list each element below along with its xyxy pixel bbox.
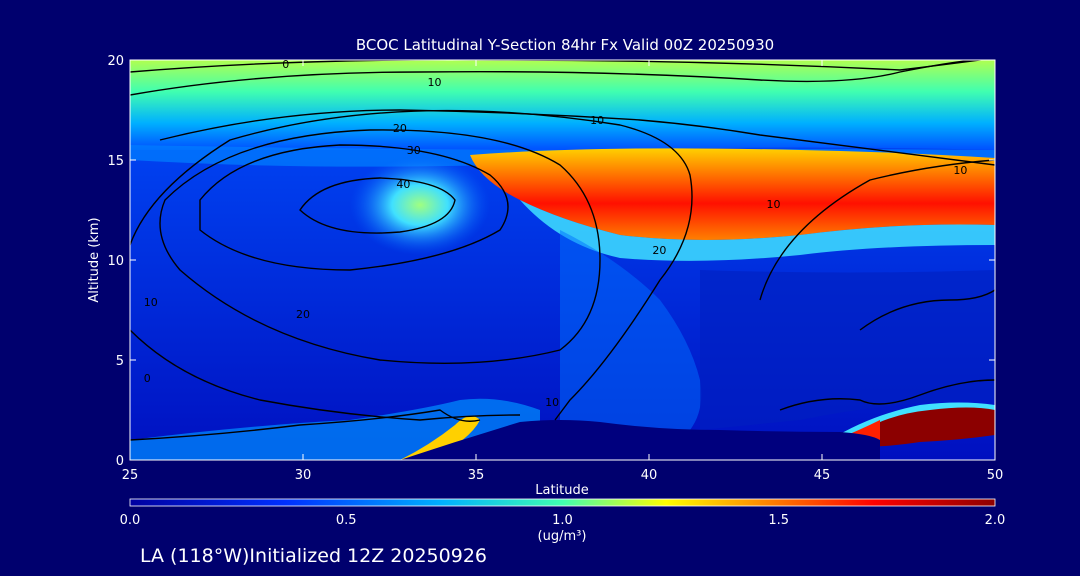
contour-label: 10 bbox=[953, 164, 967, 177]
contour-label: 0 bbox=[144, 372, 151, 385]
x-tick-label: 45 bbox=[814, 468, 831, 483]
contour-label: 10 bbox=[144, 296, 158, 309]
contour-label: 30 bbox=[407, 144, 421, 157]
y-tick-label: 5 bbox=[116, 354, 124, 369]
contour-label: 10 bbox=[767, 198, 781, 211]
colorbar-tick-label: 1.0 bbox=[552, 513, 573, 528]
field-low-dark bbox=[700, 270, 995, 430]
contour-20-lower bbox=[159, 129, 601, 365]
contour-lines bbox=[130, 60, 995, 441]
terrain bbox=[400, 420, 880, 460]
x-axis-label: Latitude bbox=[535, 483, 589, 498]
contour-10-lower bbox=[130, 109, 693, 421]
x-tick-label: 50 bbox=[987, 468, 1004, 483]
x-tick-label: 40 bbox=[641, 468, 658, 483]
x-tick-label: 30 bbox=[295, 468, 312, 483]
y-axis-label: Altitude (km) bbox=[87, 217, 102, 302]
y-tick-label: 0 bbox=[116, 454, 124, 469]
colorbar-ticks: 0.0 0.5 1.0 1.5 2.0 bbox=[120, 513, 1006, 528]
field-band-edge bbox=[520, 200, 995, 261]
contour-label: 20 bbox=[393, 122, 407, 135]
y-tick-label: 10 bbox=[107, 254, 124, 269]
x-tick-label: 35 bbox=[468, 468, 485, 483]
colorbar bbox=[129, 498, 996, 507]
field-low-plume bbox=[400, 416, 480, 460]
contour-low-right bbox=[859, 289, 995, 331]
contour-label: 20 bbox=[652, 244, 666, 257]
field-mid-plume bbox=[560, 230, 702, 430]
y-tick-label: 15 bbox=[107, 154, 124, 169]
contour-10-right bbox=[759, 159, 995, 301]
field-surface-max bbox=[850, 407, 995, 447]
contour-0 bbox=[130, 60, 986, 73]
colorbar-label: (ug/m³) bbox=[538, 529, 587, 544]
x-axis-ticks: 25 30 35 40 45 50 bbox=[122, 60, 1004, 483]
contour-label: 10 bbox=[427, 76, 441, 89]
contour-40 bbox=[299, 177, 456, 234]
footer-text: LA (118°W)Initialized 12Z 20250926 bbox=[140, 545, 487, 567]
contour-label: 20 bbox=[296, 308, 310, 321]
contour-label: 10 bbox=[590, 114, 604, 127]
contour-label: 0 bbox=[282, 58, 289, 71]
contour-low-right2 bbox=[779, 379, 995, 411]
field-high-band bbox=[470, 148, 995, 240]
field-cyan-blob bbox=[350, 155, 490, 255]
colorbar-tick-label: 1.5 bbox=[768, 513, 789, 528]
y-axis-ticks: 0 5 10 15 20 bbox=[107, 54, 995, 469]
contour-label: 40 bbox=[396, 178, 410, 191]
colorbar-tick-label: 0.0 bbox=[120, 513, 141, 528]
chart-title: BCOC Latitudinal Y-Section 84hr Fx Valid… bbox=[356, 36, 774, 54]
contour-10-upper bbox=[130, 60, 980, 96]
contour-label: 10 bbox=[545, 396, 559, 409]
contour-low-left bbox=[130, 409, 481, 441]
x-tick-label: 25 bbox=[122, 468, 139, 483]
field-upper-layer bbox=[130, 60, 995, 150]
filled-field bbox=[130, 60, 995, 460]
contour-20-upper bbox=[159, 109, 995, 166]
contour-30 bbox=[199, 144, 509, 271]
y-tick-label: 20 bbox=[107, 54, 124, 69]
colorbar-tick-label: 0.5 bbox=[336, 513, 357, 528]
contour-0-lower bbox=[130, 329, 521, 421]
colorbar-tick-label: 2.0 bbox=[985, 513, 1006, 528]
